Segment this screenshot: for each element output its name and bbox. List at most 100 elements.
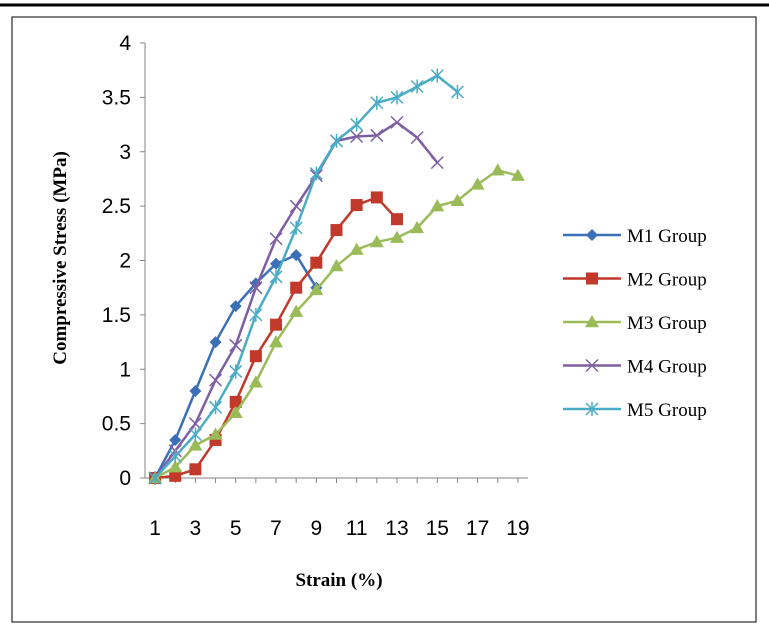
data-point (269, 335, 284, 348)
y-tick-label: 2.5 (102, 195, 131, 218)
data-point (369, 235, 384, 248)
data-point (370, 128, 384, 142)
x-tick-label: 15 (426, 517, 449, 540)
legend: M1 Group M2 Group M3 Group M4 Group M5 Group (563, 226, 707, 421)
data-point (430, 199, 445, 212)
data-point (169, 433, 182, 446)
m3-group-line (154, 168, 519, 480)
legend-label: M5 Group (627, 400, 707, 421)
data-point (410, 79, 424, 94)
data-point (450, 84, 464, 99)
data-point (188, 438, 203, 451)
data-point (329, 258, 344, 272)
data-point (248, 375, 263, 388)
data-point (309, 166, 323, 181)
data-point (269, 269, 283, 284)
data-point (390, 213, 403, 226)
data-point (309, 282, 324, 296)
data-point (510, 168, 525, 181)
x-tick-label: 9 (310, 517, 322, 540)
x-tick-label: 11 (346, 517, 368, 540)
legend-item-m5-group: M5 Group (563, 400, 707, 421)
data-point (270, 318, 283, 331)
legend-label: M4 Group (627, 357, 707, 378)
data-point (370, 191, 383, 204)
m3-group-series (148, 163, 525, 484)
plot-series (148, 68, 525, 485)
data-point (249, 350, 262, 363)
data-point (168, 449, 182, 464)
data-point (169, 469, 182, 482)
data-point (350, 199, 363, 212)
data-point (410, 131, 424, 145)
y-axis-title: Compressive Stress (MPa) (50, 151, 71, 365)
y-tick-label: 2 (119, 250, 131, 273)
data-point (249, 281, 263, 295)
data-point (586, 229, 598, 241)
y-tick-label: 0.5 (102, 413, 131, 436)
x-tick-label: 5 (230, 517, 242, 540)
data-point (470, 177, 485, 190)
data-point (586, 272, 598, 285)
data-point (209, 373, 223, 387)
x-tick-label: 17 (466, 517, 489, 540)
data-point (585, 402, 599, 416)
data-point (450, 193, 465, 206)
m5-group-line (154, 74, 459, 479)
y-tick-label: 1 (119, 358, 131, 381)
data-point (289, 220, 303, 235)
y-tick-label: 4 (119, 32, 131, 55)
data-point (310, 256, 323, 269)
data-point (390, 90, 404, 105)
data-point (189, 385, 202, 397)
x-tick-label: 1 (149, 517, 161, 540)
data-point (585, 358, 599, 373)
data-point (490, 163, 505, 176)
data-point (290, 249, 303, 262)
data-point (430, 68, 444, 83)
data-point (289, 304, 304, 317)
data-point (208, 427, 223, 440)
data-point (229, 338, 243, 352)
data-point (229, 300, 242, 313)
legend-item-m3-group: M3 Group (563, 313, 707, 334)
data-point (430, 156, 444, 170)
data-point (249, 307, 263, 322)
data-point (289, 199, 303, 213)
m5-group-series (148, 68, 464, 485)
legend-label: M2 Group (627, 270, 707, 291)
x-tick-label: 3 (190, 517, 202, 540)
data-point (290, 281, 303, 294)
x-tick-label: 19 (506, 517, 529, 540)
x-tick-label: 13 (385, 517, 408, 540)
m4-group-series (148, 115, 444, 485)
y-tick-label: 3 (119, 141, 131, 164)
data-point (189, 463, 202, 476)
data-point (350, 129, 364, 144)
data-point (209, 400, 223, 415)
data-point (370, 95, 384, 110)
data-point (350, 117, 364, 132)
data-point (228, 405, 243, 418)
legend-item-m4-group: M4 Group (563, 357, 707, 378)
data-point (209, 336, 222, 349)
data-point (148, 471, 162, 485)
data-point (168, 460, 183, 473)
data-point (188, 427, 202, 442)
data-point (349, 242, 364, 255)
data-point (390, 115, 404, 129)
y-tick-label: 0 (119, 467, 131, 490)
legend-item-m1-group: M1 Group (563, 226, 707, 247)
m1-group-series (149, 249, 323, 484)
data-point (585, 315, 599, 328)
x-axis-title: Strain (%) (295, 570, 382, 591)
x-tick-label: 7 (270, 517, 282, 540)
legend-item-m2-group: M2 Group (563, 270, 707, 291)
data-point (389, 230, 404, 243)
legend-label: M3 Group (627, 313, 707, 334)
figure-frame (11, 16, 757, 623)
y-tick-label: 1.5 (102, 304, 131, 327)
legend-label: M1 Group (627, 226, 707, 247)
data-point (410, 220, 425, 234)
